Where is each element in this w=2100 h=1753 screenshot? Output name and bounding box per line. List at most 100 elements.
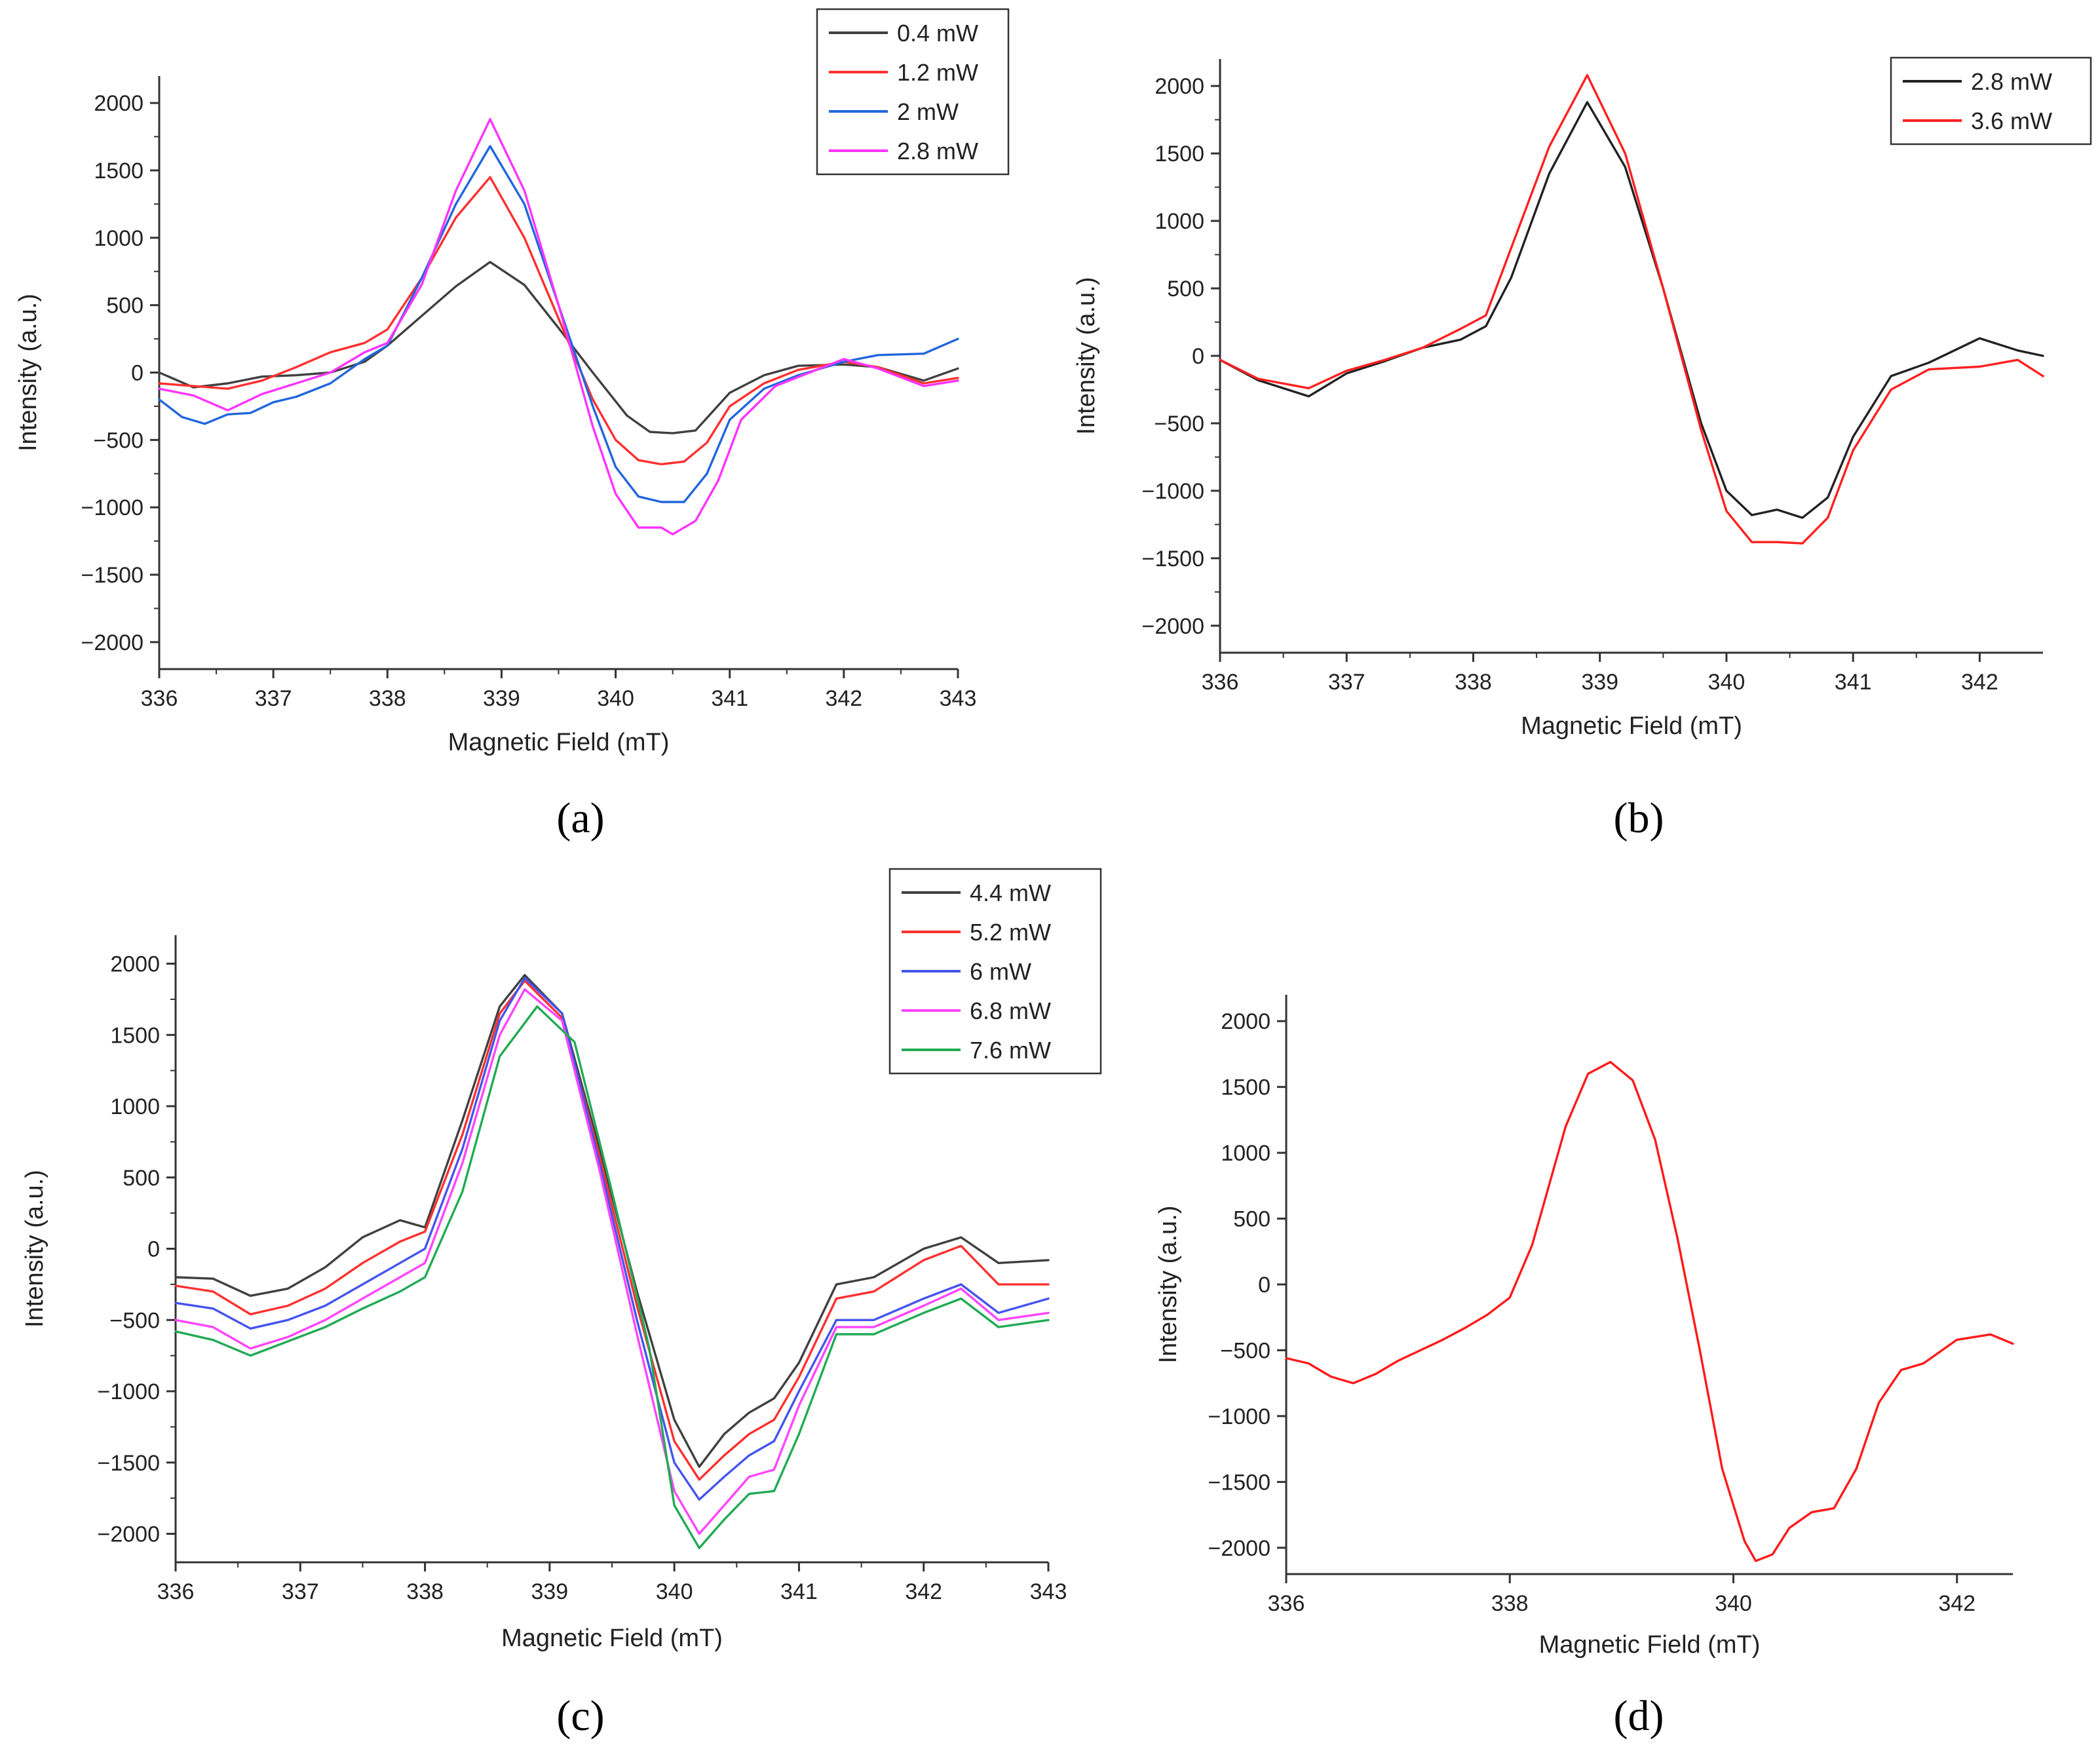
y-axis-title: Intensity (a.u.) [1155,1206,1182,1364]
series-line-1 [174,979,1050,1481]
y-tick-label: −1000 [98,1379,161,1404]
legend-box [1890,56,2092,145]
x-tick-label: 341 [780,1579,818,1604]
y-tick-label: −500 [1154,412,1204,436]
y-tick-label: −500 [109,1308,160,1333]
x-tick-label: 341 [1835,670,1872,695]
x-tick-label: 340 [597,686,634,711]
panel-label: (d) [1614,1692,1664,1740]
y-tick-label: 2000 [1155,74,1204,99]
x-tick-label: 336 [1268,1591,1305,1616]
y-tick-label: 1500 [110,1023,160,1048]
y-tick-label: 1000 [1221,1141,1270,1166]
x-tick-label: 343 [940,686,977,711]
y-tick-label: 2000 [1221,1009,1270,1034]
legend-label: 6.8 mW [970,997,1051,1024]
legend-label: 2.8 mW [1971,68,2052,95]
y-tick-label: 500 [1233,1207,1270,1232]
y-tick-label: −2000 [1208,1536,1271,1561]
y-tick-label: −2000 [1142,614,1205,639]
legend: 4.4 mW 5.2 mW 6 mW 6.8 mW 7.6 mW [888,868,1102,1075]
x-tick-label: 338 [1491,1591,1529,1616]
x-tick-label: 342 [1938,1591,1976,1616]
y-tick-label: 0 [1192,344,1204,369]
y-tick-label: −2000 [81,630,144,655]
x-tick-label: 336 [157,1579,195,1604]
y-tick-label: −1500 [98,1451,161,1476]
y-tick-label: −1000 [1208,1404,1271,1429]
y-axis-title: Intensity (a.u.) [1073,277,1100,435]
x-tick-label: 342 [1961,670,1998,695]
series-line-1 [1219,73,2044,545]
legend-label: 4.4 mW [970,879,1051,906]
chart-panel-c: 336 337 338 339 340 341 342 343 −2000 −1500 −1000 −… [21,868,1102,1740]
legend: 0.4 mW 1.2 mW 2 mW 2.8 mW [816,8,1010,176]
y-tick-label: 0 [131,361,143,386]
y-tick-label: −1500 [1142,547,1205,571]
series-line-3 [174,988,1050,1535]
x-tick-label: 338 [369,686,406,711]
legend-label: 2 mW [897,98,959,125]
x-axis-title: Magnetic Field (mT) [501,1625,723,1652]
y-tick-label: 500 [106,294,143,318]
chart-panel-a: 336 337 338 339 340 341 342 343 −2000 −1500 −1000 −… [14,8,1010,842]
series-line-3 [158,118,959,535]
x-tick-label: 340 [1708,670,1746,695]
y-tick-label: 1500 [94,159,143,183]
x-tick-label: 336 [1202,670,1239,695]
y-tick-label: 500 [1167,277,1204,301]
x-axis-title: Magnetic Field (mT) [1521,712,1742,740]
chart-panel-b: 336 337 338 339 340 341 342 −2000 −1500 −1000 −500… [1073,56,2092,842]
y-tick-label: −1500 [81,563,144,588]
y-tick-label: −1000 [81,495,144,520]
legend-label: 1.2 mW [897,59,978,86]
y-tick-label: 0 [1258,1273,1270,1298]
y-tick-label: −2000 [98,1522,161,1547]
series-line-1 [158,176,959,466]
panel-label: (c) [556,1692,604,1740]
series-line-0 [158,261,959,434]
y-tick-label: 500 [123,1166,160,1191]
x-tick-label: 343 [1030,1579,1067,1604]
legend-label: 5.2 mW [970,919,1051,946]
y-tick-label: −1500 [1208,1470,1271,1495]
series-line-0 [1285,1060,2014,1562]
y-tick-label: −1000 [1142,479,1205,504]
x-tick-label: 341 [711,686,748,711]
x-tick-label: 337 [255,686,292,711]
y-axis-title: Intensity (a.u.) [21,1170,48,1328]
x-tick-label: 340 [1715,1591,1752,1616]
legend-label: 2.8 mW [897,138,978,164]
y-tick-label: 2000 [94,91,143,116]
panel-label: (b) [1614,794,1664,842]
series-line-0 [1219,101,2044,519]
legend-box [816,8,1010,176]
legend: 2.8 mW 3.6 mW [1890,56,2092,145]
y-axis-title: Intensity (a.u.) [14,294,42,452]
legend-label: 3.6 mW [1971,107,2052,134]
x-tick-label: 339 [1581,670,1618,695]
panel-label: (a) [556,794,604,842]
y-tick-label: 1000 [110,1094,160,1119]
y-tick-label: −500 [1220,1338,1270,1363]
legend-label: 7.6 mW [970,1037,1051,1064]
y-tick-label: 1000 [1155,209,1204,234]
series-line-2 [174,976,1050,1501]
x-tick-label: 340 [656,1579,693,1604]
y-tick-label: 1500 [1221,1075,1270,1100]
y-tick-label: 1500 [1155,142,1204,166]
chart-panel-d: 336 338 340 342 −2000 −1500 −1000 −500 0 500 1000 1… [1155,995,2014,1740]
x-tick-label: 337 [282,1579,319,1604]
y-tick-label: 2000 [110,952,160,977]
series-line-4 [174,1005,1050,1550]
x-axis-title: Magnetic Field (mT) [448,729,670,756]
y-tick-label: 1000 [94,226,143,251]
y-tick-label: −500 [93,428,143,453]
x-tick-label: 338 [1455,670,1492,695]
x-tick-label: 337 [1328,670,1365,695]
x-tick-label: 336 [141,686,178,711]
x-axis-title: Magnetic Field (mT) [1539,1631,1761,1659]
x-tick-label: 339 [483,686,520,711]
y-tick-label: 0 [147,1237,160,1262]
